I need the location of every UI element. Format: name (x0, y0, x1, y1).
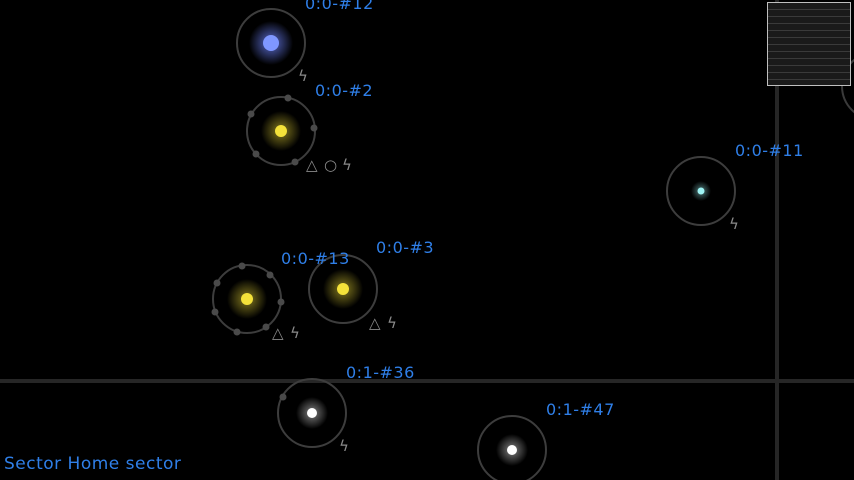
star-white[interactable] (307, 408, 317, 418)
planet-dot[interactable] (247, 110, 255, 118)
star-system-13[interactable] (211, 262, 285, 336)
system-label-3[interactable]: 0:0-#3 (376, 238, 435, 257)
planet-dot[interactable] (310, 124, 318, 132)
planet-dot[interactable] (213, 279, 221, 287)
system-label-13[interactable]: 0:0-#13 (281, 249, 350, 268)
planet-dot[interactable] (233, 328, 241, 336)
system-orbit (277, 378, 347, 448)
offscreen-system-orbit (841, 58, 854, 114)
bolt-icon: ϟ (342, 156, 352, 174)
planet-dot[interactable] (277, 298, 285, 306)
system-label-47[interactable]: 0:1-#47 (546, 400, 615, 419)
star-blue[interactable] (263, 35, 279, 51)
star-system-12[interactable] (236, 8, 306, 78)
star-system-11[interactable] (666, 156, 736, 226)
system-orbit (477, 415, 547, 480)
triangle-icon: △ (369, 314, 381, 332)
star-yellow[interactable] (337, 283, 349, 295)
planet-dot[interactable] (284, 94, 292, 102)
minimap[interactable] (767, 2, 851, 86)
star-yellow[interactable] (241, 293, 253, 305)
sector-label: Sector Home sector (4, 454, 182, 474)
system-label-2[interactable]: 0:0-#2 (315, 81, 374, 100)
bolt-icon: ϟ (729, 215, 739, 233)
planet-dot[interactable] (211, 308, 219, 316)
triangle-icon: △ (272, 324, 284, 342)
planet-dot[interactable] (266, 271, 274, 279)
system-orbit (666, 156, 736, 226)
star-cyan[interactable] (697, 187, 705, 195)
bolt-icon: ϟ (339, 437, 349, 455)
system-orbit (236, 8, 306, 78)
triangle-icon: △ (306, 156, 318, 174)
star-system-3[interactable] (308, 254, 378, 324)
circle-icon: ○ (324, 156, 338, 174)
planet-dot[interactable] (238, 262, 246, 270)
bolt-icon: ϟ (298, 67, 308, 85)
system-label-11[interactable]: 0:0-#11 (735, 141, 804, 160)
bolt-icon: ϟ (387, 314, 397, 332)
system-orbit (308, 254, 378, 324)
system-label-12[interactable]: 0:0-#12 (305, 0, 374, 13)
star-system-36[interactable] (277, 378, 347, 448)
planet-dot[interactable] (252, 150, 260, 158)
bolt-icon: ϟ (290, 324, 300, 342)
star-yellow[interactable] (275, 125, 287, 137)
planet-dot[interactable] (279, 393, 287, 401)
star-white[interactable] (507, 445, 517, 455)
system-label-36[interactable]: 0:1-#36 (346, 363, 415, 382)
planet-dot[interactable] (291, 158, 299, 166)
star-system-47[interactable] (477, 415, 547, 480)
planet-dot[interactable] (262, 323, 270, 331)
star-system-2[interactable] (246, 94, 318, 166)
